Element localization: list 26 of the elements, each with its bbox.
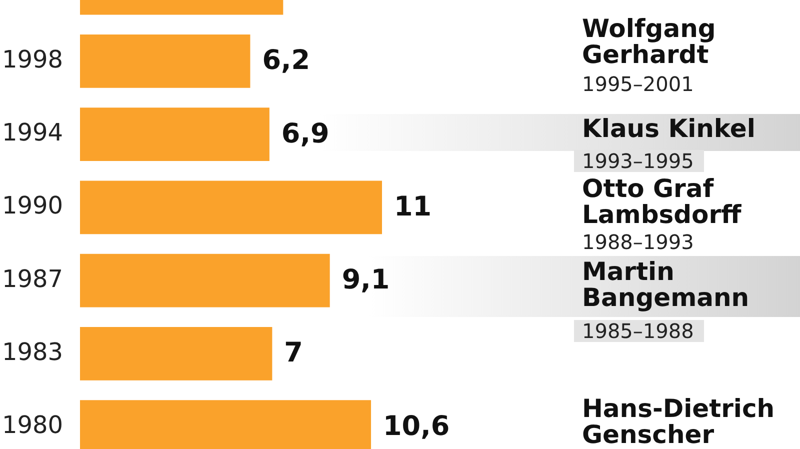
bar xyxy=(80,34,250,88)
y-tick-label: 1983 xyxy=(2,338,63,366)
data-label: 7 xyxy=(284,338,303,369)
text: 1988–1993 xyxy=(581,230,695,254)
y-tick-label: 1990 xyxy=(2,192,63,220)
data-label: 9,1 xyxy=(342,264,390,296)
bar xyxy=(80,254,330,308)
text: Klaus Kinkel xyxy=(582,114,756,143)
data-label: 6,2 xyxy=(262,45,310,76)
data-label: 11 xyxy=(394,192,432,223)
data-label: 6,9 xyxy=(281,118,330,150)
y-tick-label: 1998 xyxy=(2,45,63,74)
text: Hans-Dietrich Genscher xyxy=(582,394,776,449)
bar xyxy=(80,327,272,380)
text: 1995–2001 xyxy=(581,72,695,96)
y-tick-label: 1994 xyxy=(2,118,63,147)
text: 1993–1995 xyxy=(574,149,704,173)
y-tick-label: 1987 xyxy=(2,264,63,293)
bar xyxy=(80,180,382,234)
text: 1985–1988 xyxy=(574,319,704,343)
text: Otto Graf Lambsdorff xyxy=(582,174,742,229)
bar xyxy=(80,108,270,162)
data-label: 10,6 xyxy=(383,410,450,442)
text: Wolfgang Gerhardt xyxy=(582,14,717,69)
y-tick-label: 1980 xyxy=(2,411,63,440)
text: Martin Bangemann xyxy=(582,257,750,312)
